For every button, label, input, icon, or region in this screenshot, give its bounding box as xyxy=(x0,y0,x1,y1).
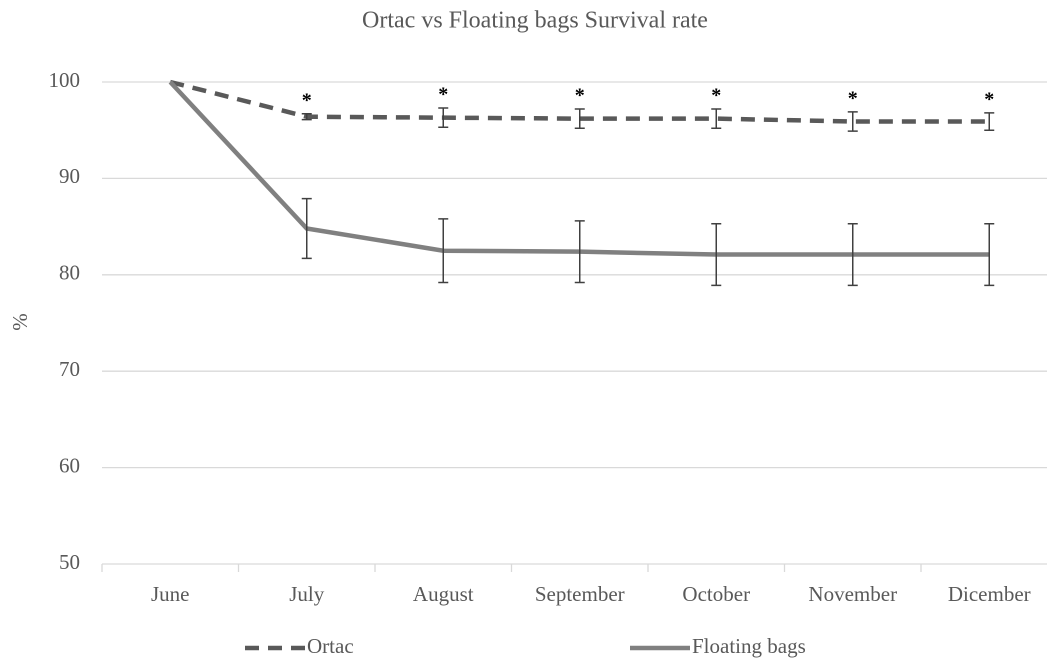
error-bar xyxy=(438,107,449,129)
y-axis-label: % xyxy=(8,313,32,331)
x-tick-label: September xyxy=(535,582,625,606)
y-tick-label: 60 xyxy=(59,453,80,477)
chart-title: Ortac vs Floating bags Survival rate xyxy=(362,8,708,34)
significance-marker: * xyxy=(302,89,312,111)
x-tick-label: November xyxy=(808,582,897,606)
significance-marker: * xyxy=(711,85,721,107)
significance-marker: * xyxy=(848,87,858,109)
error-bar xyxy=(711,108,722,130)
x-tick-label: October xyxy=(682,582,750,606)
legend-label: Ortac xyxy=(307,634,354,658)
significance-marker: * xyxy=(438,84,448,106)
y-tick-label: 80 xyxy=(59,261,80,285)
x-tick-label: Dicember xyxy=(948,582,1031,606)
x-tick-label: July xyxy=(289,582,325,606)
error-bar xyxy=(847,222,858,287)
error-bar xyxy=(301,113,312,121)
y-tick-label: 50 xyxy=(59,550,80,574)
y-tick-label: 70 xyxy=(59,357,80,381)
significance-marker: * xyxy=(575,85,585,107)
significance-marker: * xyxy=(984,88,994,110)
legend-label: Floating bags xyxy=(692,634,806,658)
error-bar xyxy=(574,220,585,284)
error-bar xyxy=(574,108,585,130)
x-tick-label: August xyxy=(413,582,474,606)
error-bar xyxy=(711,222,722,287)
y-tick-label: 90 xyxy=(59,164,80,188)
error-bar xyxy=(847,111,858,132)
x-tick-label: June xyxy=(151,582,190,606)
error-bar xyxy=(438,218,449,284)
error-bar xyxy=(984,222,995,287)
y-tick-label: 100 xyxy=(49,68,81,92)
error-bar xyxy=(301,197,312,260)
error-bar xyxy=(984,112,995,131)
